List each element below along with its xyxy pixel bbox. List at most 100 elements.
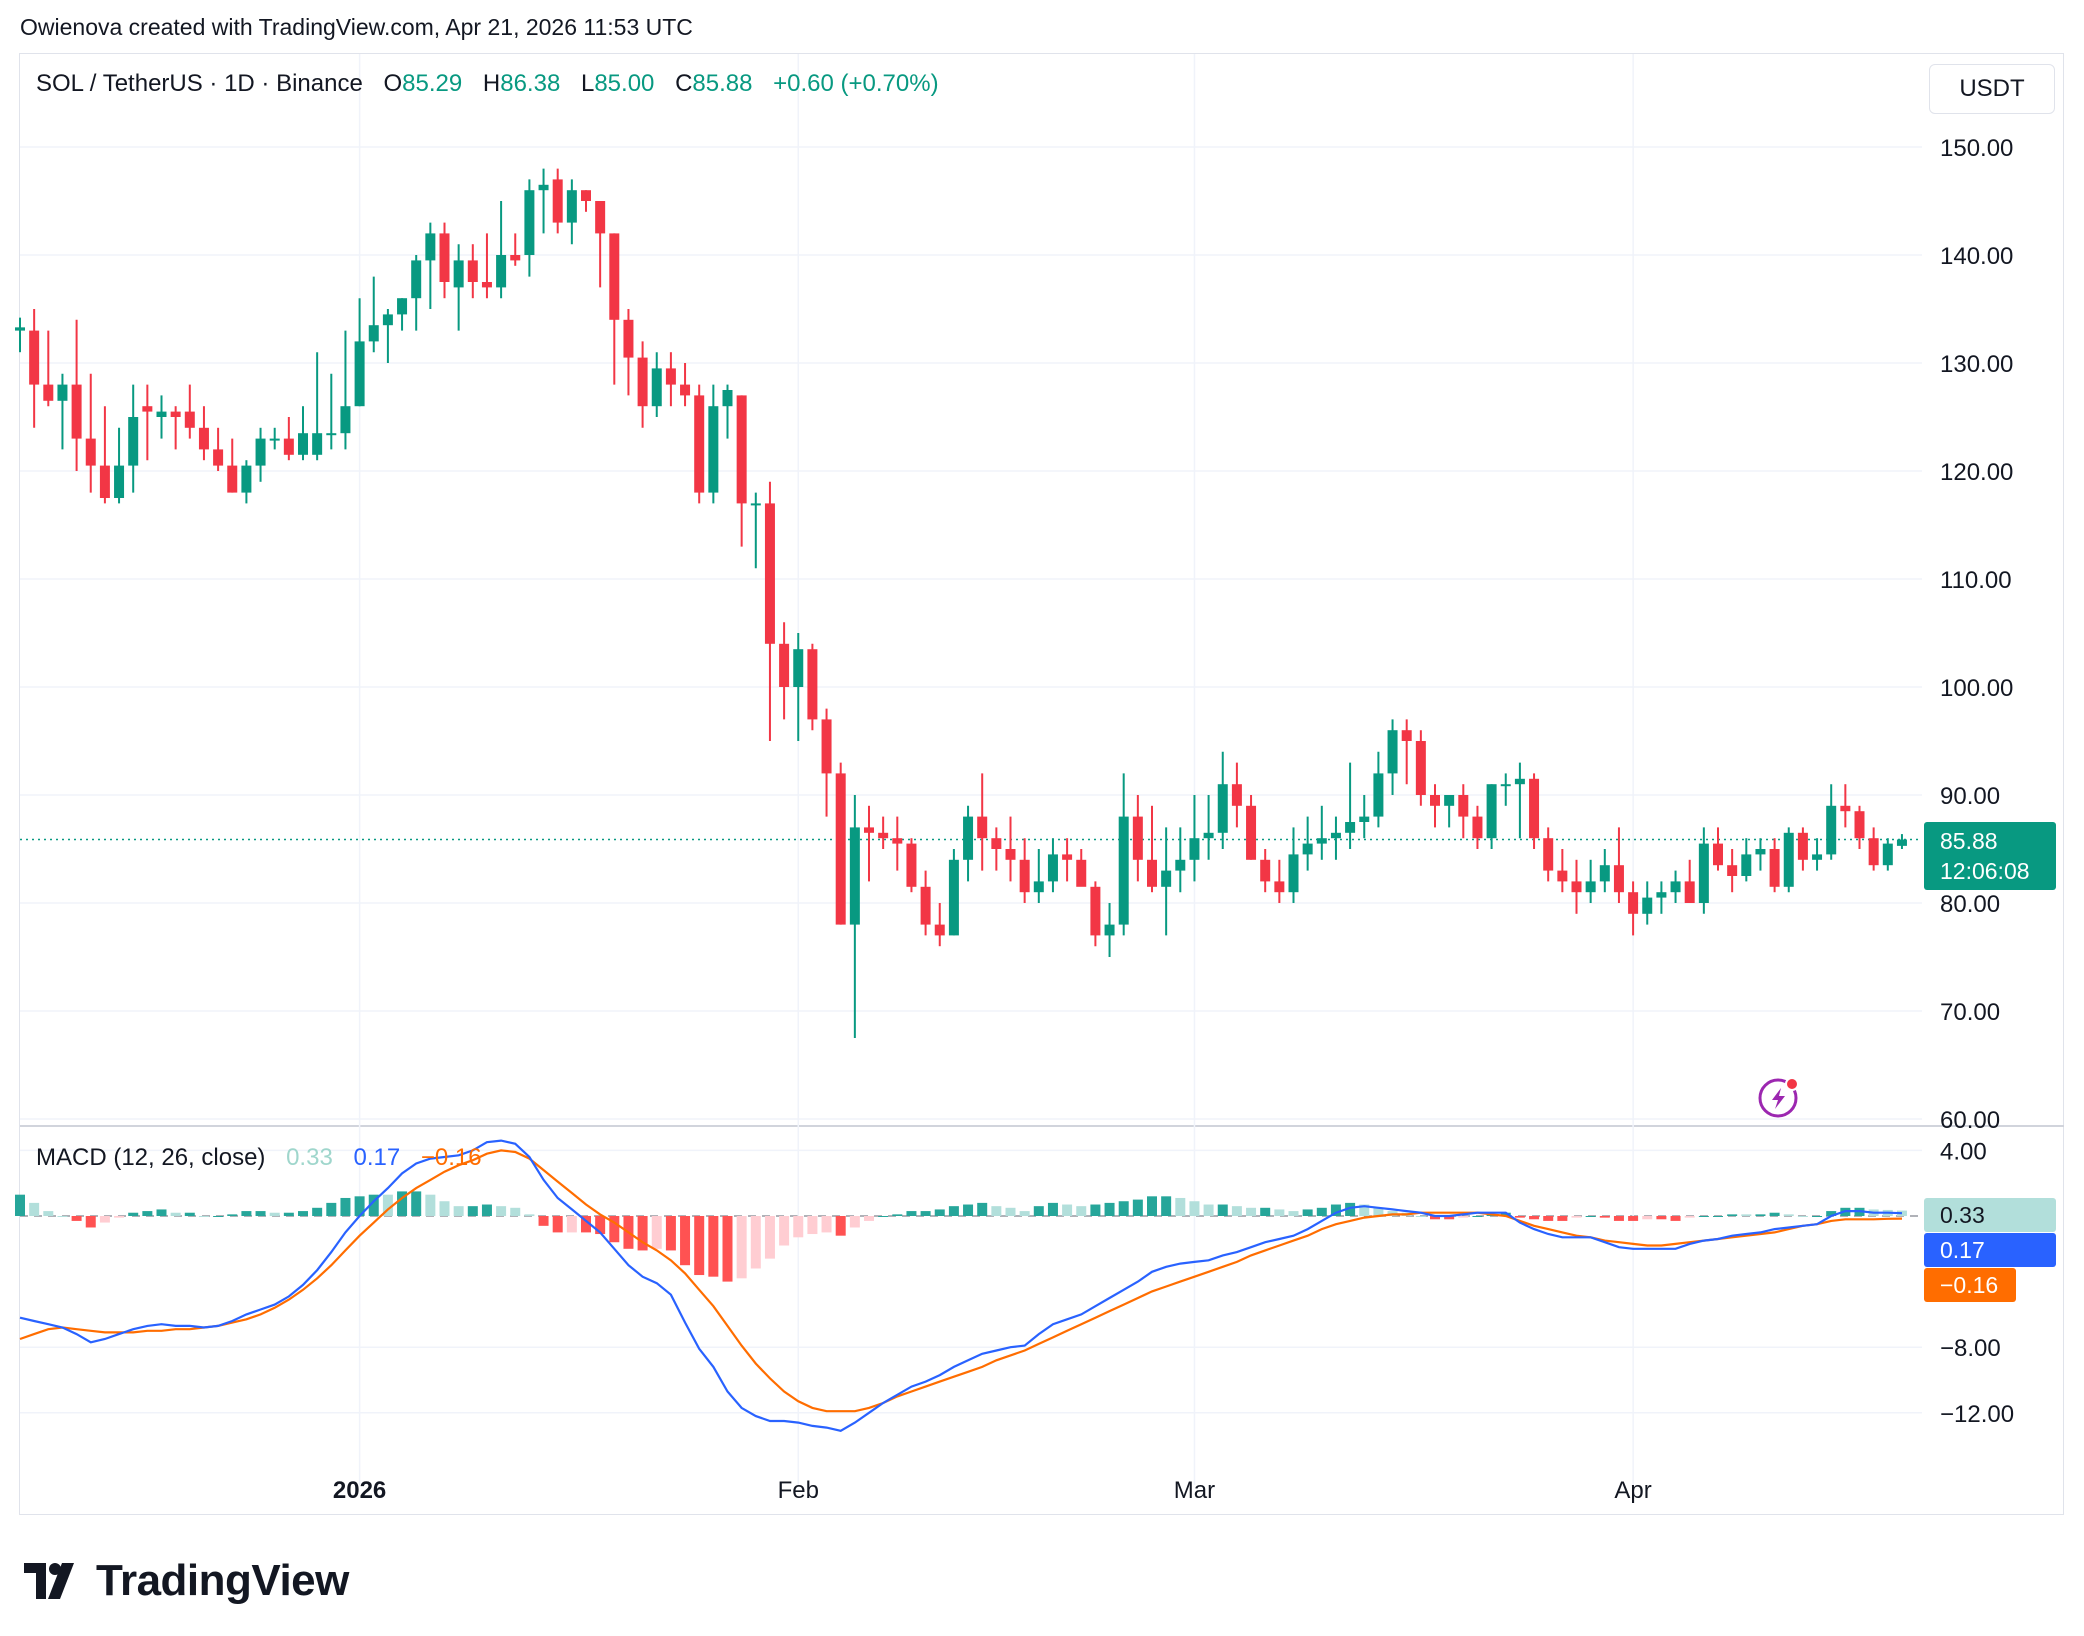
candle-body	[1203, 832, 1214, 839]
candle-body	[85, 438, 96, 466]
price-tick-label: 110.00	[1940, 567, 2012, 594]
macd-histogram-bar	[934, 1209, 945, 1216]
macd-histogram-bar	[227, 1214, 238, 1216]
macd-histogram-bar	[170, 1212, 181, 1216]
candle-body	[71, 384, 82, 439]
candle-body	[1444, 795, 1455, 806]
last-price-label: 85.88 12:06:08	[1924, 822, 2056, 890]
macd-histogram-bar	[85, 1216, 96, 1228]
candle-body	[1896, 839, 1907, 846]
candle-body	[496, 255, 507, 288]
macd-histogram-bar	[750, 1216, 761, 1269]
candle-body	[821, 719, 832, 774]
candle-body	[29, 330, 40, 385]
candle-body	[1783, 832, 1794, 887]
macd-histogram-bar	[1656, 1216, 1667, 1220]
candle-body	[680, 384, 691, 396]
macd-histogram-bar	[1005, 1207, 1016, 1216]
candle-body	[1345, 822, 1356, 833]
candle-body	[1585, 881, 1596, 893]
candle-body	[1613, 865, 1624, 893]
macd-histogram-bar	[1359, 1204, 1370, 1216]
macd-histogram-bar	[1812, 1216, 1823, 1217]
macd-histogram-value: 0.33	[286, 1144, 333, 1171]
macd-histogram-bar	[552, 1216, 563, 1233]
candle-body	[1062, 854, 1073, 860]
candle-body	[1514, 778, 1525, 785]
candle-body	[1882, 843, 1893, 866]
macd-histogram-bar	[793, 1216, 804, 1238]
macd-histogram-bar	[1769, 1212, 1780, 1216]
candle-body	[1769, 849, 1780, 887]
macd-histogram-bar	[1571, 1216, 1582, 1218]
candle-body	[1415, 741, 1426, 795]
candle-body	[892, 838, 903, 844]
symbol-title[interactable]: SOL / TetherUS · 1D · Binance	[36, 70, 363, 97]
macd-signal-line	[19, 1149, 1903, 1413]
candle-body	[1684, 881, 1695, 903]
candle-body	[298, 433, 308, 455]
macd-histogram-bar	[1698, 1216, 1709, 1217]
signal-value-label: −0.16	[1924, 1268, 2016, 1302]
candle-body	[694, 395, 705, 493]
macd-histogram-bar	[722, 1216, 733, 1282]
macd-histogram-bar	[481, 1204, 492, 1216]
tradingview-branding[interactable]: TradingView	[24, 1556, 349, 1606]
candle-body	[1557, 870, 1568, 882]
candle-body	[1132, 816, 1143, 860]
macd-histogram-bar	[1713, 1216, 1723, 1217]
macd-histogram-bar	[283, 1212, 294, 1216]
macd-histogram-bar	[1826, 1211, 1837, 1216]
macd-histogram-bar	[1670, 1216, 1681, 1221]
time-axis[interactable]: 2026 Feb Mar Apr	[333, 1477, 1652, 1504]
price-tick-label: 90.00	[1940, 783, 2000, 810]
candle-body	[1118, 816, 1129, 925]
candle-body	[1104, 924, 1115, 936]
macd-histogram-bar	[397, 1191, 408, 1216]
macd-histogram-bar	[255, 1211, 266, 1216]
macd-histogram-bar	[1529, 1216, 1540, 1220]
candle-body	[1458, 795, 1469, 817]
candle-body	[411, 260, 422, 299]
candle-body	[1670, 881, 1681, 893]
macd-histogram-bar	[1557, 1216, 1568, 1221]
macd-indicator-label[interactable]: MACD (12, 26, close)	[36, 1144, 266, 1171]
candle-body	[991, 838, 1002, 849]
currency-button[interactable]: USDT	[1929, 64, 2055, 114]
change-value: +0.60 (+0.70%)	[773, 70, 939, 97]
candle-body	[623, 319, 634, 358]
candle-body	[878, 832, 889, 839]
candle-body	[1543, 838, 1554, 871]
macd-histogram-bar	[1585, 1216, 1596, 1217]
candle-body	[1288, 854, 1299, 893]
candle-body	[128, 417, 139, 466]
macd-histogram-bar	[849, 1216, 860, 1228]
macd-histogram-bar	[15, 1194, 25, 1216]
macd-histogram-bar	[821, 1216, 832, 1233]
macd-histogram-bar	[1430, 1216, 1440, 1220]
macd-line-value: 0.17	[353, 1144, 401, 1171]
last-price-value: 85.88	[1940, 828, 1998, 854]
macd-histogram-bar	[892, 1214, 903, 1216]
macd-tick-label: −8.00	[1940, 1335, 2001, 1362]
candle-body	[184, 411, 195, 428]
candle-body	[1047, 854, 1058, 882]
price-axis[interactable]: 150.00 140.00 130.00 120.00 110.00 100.00 90.0…	[1940, 135, 2013, 1134]
candle-body	[849, 827, 860, 925]
candle-body	[57, 384, 68, 401]
macd-histogram-bar	[1373, 1207, 1384, 1216]
lightning-icon[interactable]	[1758, 1077, 1799, 1118]
macd-histogram-bar	[1741, 1214, 1752, 1216]
open-value: 85.29	[402, 70, 463, 97]
macd-histogram-bar	[680, 1216, 691, 1266]
candle-body	[1175, 859, 1186, 871]
candle-body	[1812, 854, 1823, 860]
candle-body	[1076, 859, 1087, 887]
macd-histogram-bar	[1415, 1216, 1426, 1217]
candle-body	[1189, 838, 1200, 860]
brand-name: TradingView	[96, 1556, 349, 1605]
macd-histogram-bar	[1797, 1216, 1808, 1217]
macd-histogram-bar	[878, 1216, 889, 1217]
candle-body	[920, 886, 931, 925]
